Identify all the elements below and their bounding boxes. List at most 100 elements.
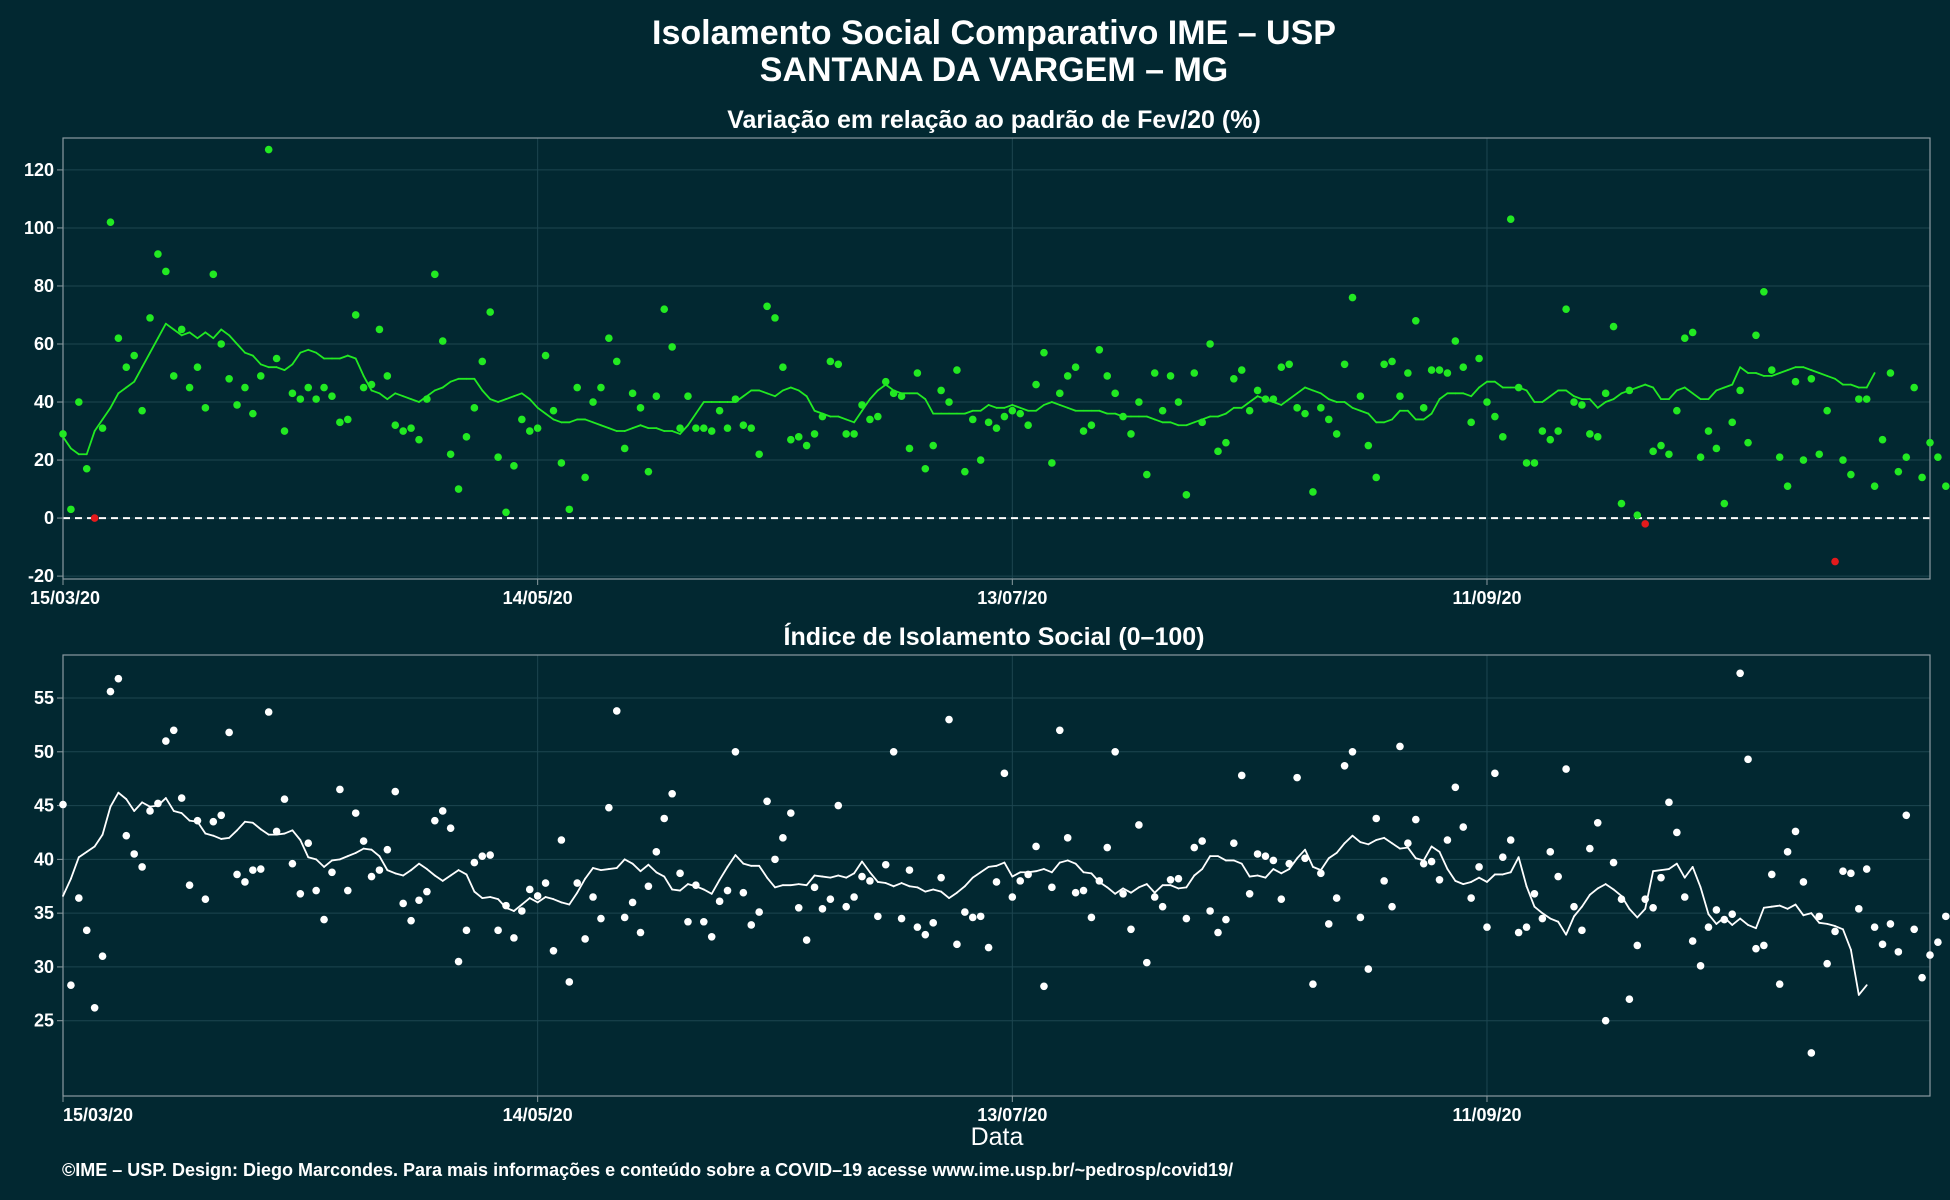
panel1-point-165 bbox=[1364, 441, 1373, 450]
panel2-point-141 bbox=[1174, 874, 1183, 883]
panel1-point-146 bbox=[1214, 447, 1222, 456]
panel2-point-136 bbox=[1135, 821, 1143, 829]
panel2-line-segment-128 bbox=[1074, 862, 1085, 874]
panel2-point-45 bbox=[415, 896, 423, 905]
panel2-point-122 bbox=[1024, 870, 1032, 879]
panel2-line-segment-215 bbox=[1762, 905, 1773, 909]
panel2-line-segment-206 bbox=[1691, 865, 1702, 889]
panel1-line-segment-15 bbox=[180, 331, 191, 337]
panel2-point-197 bbox=[1617, 895, 1626, 903]
panel2-point-142 bbox=[1182, 914, 1191, 923]
panel1-line-segment-156 bbox=[1296, 386, 1306, 395]
panel2-point-81 bbox=[699, 917, 708, 926]
panel2-line-segment-189 bbox=[1557, 920, 1567, 936]
panel1-point-78 bbox=[676, 424, 684, 432]
panel2-point-220 bbox=[1799, 878, 1808, 886]
panel1-point-79 bbox=[684, 392, 692, 401]
panel1-point-214 bbox=[1752, 331, 1760, 340]
panel1-line-segment-167 bbox=[1383, 418, 1393, 424]
panel1-point-216 bbox=[1767, 366, 1776, 374]
panel2-point-65 bbox=[573, 879, 582, 887]
panel1-line-segment-0 bbox=[62, 435, 72, 450]
panel2-line-segment-99 bbox=[845, 872, 856, 879]
panel1-point-41 bbox=[383, 372, 392, 380]
panel1-point-72 bbox=[628, 389, 637, 398]
panel1-point-129 bbox=[1079, 427, 1088, 435]
panel2-point-128 bbox=[1071, 888, 1080, 897]
panel1-point-104 bbox=[881, 377, 890, 386]
panel2-line-segment-3 bbox=[85, 845, 96, 853]
panel1-point-131 bbox=[1095, 345, 1104, 354]
panel2-point-125 bbox=[1048, 883, 1056, 892]
panel1-point-3 bbox=[82, 464, 91, 473]
panel1-line-segment-52 bbox=[473, 377, 484, 392]
panel2-point-120 bbox=[1008, 893, 1017, 901]
panel2-point-171 bbox=[1411, 815, 1420, 824]
panel1-point-106 bbox=[897, 392, 906, 401]
panel1-point-197 bbox=[1617, 499, 1626, 508]
panel2-point-126 bbox=[1055, 726, 1064, 735]
panel2-point-108 bbox=[913, 923, 922, 931]
panel2-line-segment-86 bbox=[742, 862, 753, 867]
panel2-point-161 bbox=[1332, 894, 1341, 902]
panel1-line-segment-146 bbox=[1217, 412, 1227, 418]
panel2-point-49 bbox=[446, 824, 455, 832]
panel2-xtick-label-3: 11/09/20 bbox=[1452, 1105, 1521, 1125]
panel1-line-segment-28 bbox=[283, 363, 294, 372]
panel2-point-3 bbox=[82, 926, 91, 935]
panel2-point-32 bbox=[312, 886, 320, 895]
panel1-point-99 bbox=[842, 430, 850, 438]
panel1-point-204 bbox=[1673, 406, 1681, 415]
panel2-point-153 bbox=[1269, 856, 1278, 865]
panel2-line-segment-190 bbox=[1565, 915, 1575, 936]
panel2-point-205 bbox=[1680, 893, 1689, 901]
panel1-line-segment-14 bbox=[172, 328, 183, 337]
panel1-line-segment-209 bbox=[1715, 386, 1726, 392]
panel2-line-segment-83 bbox=[718, 865, 729, 881]
panel1-line-segment-108 bbox=[916, 392, 927, 401]
panel1-point-160 bbox=[1324, 415, 1333, 424]
panel2-line-segment-222 bbox=[1818, 921, 1829, 925]
panel2-point-123 bbox=[1032, 842, 1040, 851]
panel1-line-segment-43 bbox=[402, 395, 412, 401]
panel2-ytick-label-1: 30 bbox=[34, 957, 54, 977]
panel2-point-68 bbox=[597, 914, 605, 923]
panel1-line-segment-73 bbox=[639, 424, 650, 430]
panel2-ytick-label-4: 45 bbox=[34, 796, 54, 816]
panel1-point-98 bbox=[834, 360, 843, 369]
panel2-line-segment-37 bbox=[354, 847, 365, 854]
panel1-point-44 bbox=[407, 424, 415, 432]
panel2-line-segment-25 bbox=[259, 828, 270, 836]
panel1-point-35 bbox=[336, 418, 344, 427]
panel2-point-42 bbox=[391, 787, 400, 796]
panel2-line-segment-171 bbox=[1414, 857, 1425, 862]
panel1-line-segment-205 bbox=[1683, 386, 1694, 395]
panel2-point-213 bbox=[1744, 755, 1752, 764]
panel1-title: Variação em relação ao padrão de Fev/20 … bbox=[727, 106, 1261, 134]
panel2-point-168 bbox=[1388, 902, 1396, 911]
panel1-line-segment-147 bbox=[1225, 406, 1235, 415]
panel1-point-136 bbox=[1135, 398, 1143, 406]
panel2-point-44 bbox=[407, 916, 415, 925]
panel1-point-121 bbox=[1016, 409, 1025, 418]
panel1-ytick-label-0: -20 bbox=[28, 566, 54, 586]
panel1-point-102 bbox=[866, 415, 874, 424]
panel1-point-96 bbox=[818, 412, 827, 421]
panel2-point-204 bbox=[1673, 828, 1681, 837]
panel2-line-segment-43 bbox=[402, 869, 412, 877]
panel1-point-32 bbox=[312, 395, 320, 403]
panel1-line-segment-185 bbox=[1525, 389, 1536, 403]
panel1-line-segment-67 bbox=[592, 421, 602, 427]
panel2-line-segment-72 bbox=[631, 862, 642, 873]
panel2-point-148 bbox=[1230, 839, 1238, 848]
panel1-line-segment-211 bbox=[1731, 366, 1742, 386]
panel2-point-101 bbox=[858, 872, 866, 881]
panel2-point-35 bbox=[336, 785, 344, 794]
panel2-line-segment-57 bbox=[513, 903, 523, 912]
panel2-line-segment-159 bbox=[1319, 857, 1330, 872]
panel1-line-segment-210 bbox=[1723, 383, 1734, 389]
panel2-point-87 bbox=[747, 921, 756, 929]
panel1-xtick-label-0: 15/03/20 bbox=[30, 588, 100, 608]
panel2-point-194 bbox=[1593, 818, 1602, 827]
panel2-point-5 bbox=[98, 952, 107, 960]
